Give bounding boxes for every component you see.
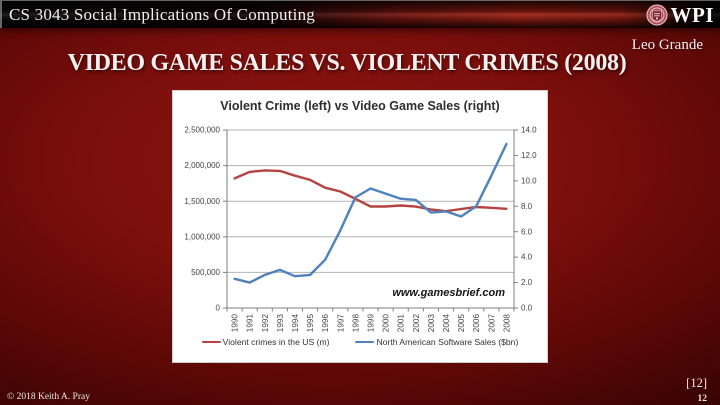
author-name: Leo Grande: [631, 37, 703, 53]
legend-swatch-blue: [355, 340, 375, 344]
svg-text:2001: 2001: [397, 314, 406, 333]
legend-item-violent-crimes: Violent crimes in the US (m): [201, 337, 330, 347]
svg-text:2005: 2005: [457, 314, 466, 333]
svg-text:10.0: 10.0: [521, 176, 537, 185]
svg-text:1991: 1991: [246, 314, 255, 333]
legend-swatch-red: [201, 340, 221, 344]
svg-text:2000: 2000: [382, 314, 391, 333]
svg-text:2003: 2003: [427, 314, 436, 333]
svg-text:0.0: 0.0: [521, 304, 533, 313]
legend-item-software-sales: North American Software Sales ($bn): [355, 337, 518, 347]
svg-text:1990: 1990: [231, 314, 240, 333]
svg-text:4.0: 4.0: [521, 253, 533, 262]
svg-text:1,500,000: 1,500,000: [184, 197, 220, 206]
citation-reference: [12]: [686, 376, 707, 390]
svg-text:1997: 1997: [336, 314, 345, 333]
svg-text:2008: 2008: [502, 314, 511, 333]
slide-title: VIDEO GAME SALES VS. VIOLENT CRIMES (200…: [67, 50, 627, 76]
svg-text:2,000,000: 2,000,000: [184, 161, 220, 170]
wpi-seal-icon: [646, 4, 667, 26]
svg-text:2006: 2006: [472, 314, 481, 333]
svg-text:500,000: 500,000: [191, 268, 220, 277]
copyright-text: © 2018 Keith A. Pray: [7, 392, 90, 402]
svg-text:2.0: 2.0: [521, 278, 533, 287]
chart-legend: Violent crimes in the US (m) North Ameri…: [173, 337, 547, 347]
page-number: 12: [697, 394, 708, 404]
wpi-logo-text: WPI: [670, 2, 714, 27]
svg-text:2007: 2007: [487, 314, 496, 333]
svg-text:1995: 1995: [306, 314, 315, 333]
svg-text:2004: 2004: [442, 314, 451, 333]
header-bar: CS 3043 Social Implications Of Computing…: [0, 0, 720, 28]
svg-text:6.0: 6.0: [521, 227, 533, 236]
chart-title: Violent Crime (left) vs Video Game Sales…: [220, 99, 500, 113]
svg-text:2,500,000: 2,500,000: [184, 126, 220, 135]
svg-text:8.0: 8.0: [521, 202, 533, 211]
wpi-logo: WPI: [646, 1, 715, 29]
svg-text:2002: 2002: [412, 314, 421, 333]
course-title: CS 3043 Social Implications Of Computing: [9, 4, 315, 24]
svg-text:1998: 1998: [351, 314, 360, 333]
chart-watermark: www.gamesbrief.com: [392, 287, 505, 299]
svg-text:1994: 1994: [291, 314, 300, 333]
svg-text:0: 0: [216, 304, 221, 313]
svg-text:1999: 1999: [367, 314, 376, 333]
chart-plot: 0 500,000 1,000,000 1,500,000 2,000,000 2,500…: [184, 126, 537, 333]
svg-text:1992: 1992: [261, 314, 270, 333]
svg-text:12.0: 12.0: [521, 151, 537, 160]
chart-panel: Violent Crime (left) vs Video Game Sales…: [172, 90, 548, 363]
svg-text:14.0: 14.0: [521, 126, 537, 135]
svg-text:1996: 1996: [321, 314, 330, 333]
legend-label: North American Software Sales ($bn): [376, 337, 519, 347]
svg-text:1,000,000: 1,000,000: [184, 232, 220, 241]
legend-label: Violent crimes in the US (m): [222, 337, 330, 347]
svg-text:1993: 1993: [276, 314, 285, 333]
